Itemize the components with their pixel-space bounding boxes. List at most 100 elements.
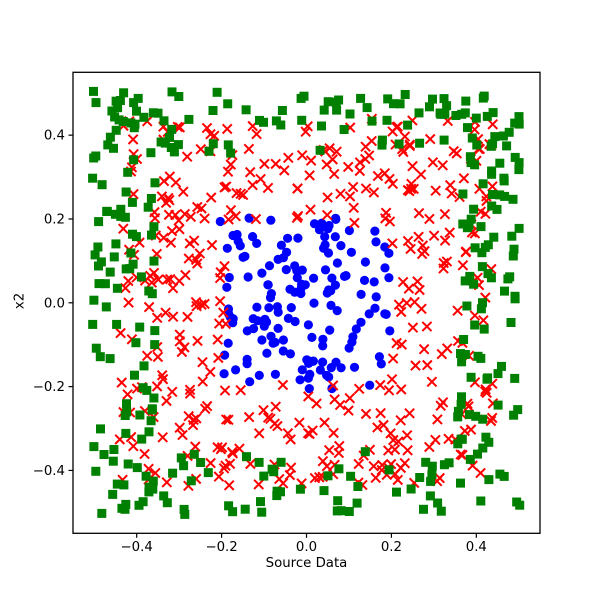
data-point	[387, 352, 399, 365]
data-point	[508, 251, 518, 261]
data-point	[414, 108, 424, 118]
data-point	[122, 407, 132, 417]
data-point	[487, 201, 497, 211]
data-point	[406, 160, 419, 172]
data-point	[117, 503, 127, 513]
data-point	[428, 230, 440, 242]
data-point	[276, 457, 286, 467]
data-point	[352, 498, 362, 508]
data-point	[142, 385, 152, 395]
data-point	[328, 168, 340, 180]
data-point	[495, 190, 505, 200]
data-point	[166, 386, 178, 398]
data-point	[456, 399, 466, 409]
data-point	[458, 189, 468, 199]
x-tick-label: 0.4	[466, 540, 487, 555]
data-point	[196, 356, 209, 368]
data-point	[431, 413, 443, 425]
data-point	[503, 274, 513, 284]
data-point	[459, 335, 469, 344]
data-point	[304, 204, 317, 216]
data-point	[149, 222, 159, 232]
data-point	[499, 176, 509, 186]
data-point	[395, 306, 407, 318]
data-point	[119, 88, 129, 98]
data-point	[463, 123, 472, 133]
data-point	[206, 239, 218, 251]
data-point	[132, 463, 142, 473]
data-point	[466, 372, 476, 382]
data-point	[143, 202, 153, 212]
series-inner-cluster-blue-circles	[215, 213, 395, 394]
data-point	[498, 131, 508, 141]
data-point	[176, 453, 186, 463]
data-point	[377, 140, 387, 150]
data-point	[213, 317, 225, 330]
data-point	[97, 180, 107, 190]
data-point	[222, 243, 232, 253]
data-point	[322, 191, 334, 204]
data-point	[460, 350, 470, 359]
data-point	[89, 295, 99, 305]
data-point	[256, 497, 265, 507]
x-axis-ticks: −0.4 −0.2 0.0 0.2 0.4	[121, 533, 487, 555]
series-middle-ring-red-crosses	[114, 113, 499, 492]
data-point	[253, 316, 263, 326]
data-point	[296, 288, 306, 299]
data-point	[153, 108, 163, 118]
data-point	[263, 280, 273, 290]
data-point	[439, 135, 449, 145]
data-point	[214, 295, 226, 307]
data-point	[243, 143, 255, 155]
data-point	[493, 400, 503, 410]
data-point	[109, 445, 119, 454]
data-point	[319, 486, 329, 496]
y-axis-label: x2	[12, 292, 28, 310]
data-point	[278, 164, 290, 176]
data-point	[94, 217, 104, 227]
data-point	[125, 264, 135, 274]
data-point	[181, 151, 193, 163]
data-point	[264, 261, 275, 271]
data-point	[105, 132, 115, 142]
data-point	[484, 475, 494, 485]
data-point	[331, 97, 341, 107]
data-point	[339, 271, 350, 281]
data-point	[374, 379, 386, 391]
data-point	[471, 411, 481, 421]
data-point	[293, 417, 305, 429]
data-point	[184, 237, 196, 249]
data-point	[223, 479, 235, 491]
data-point	[205, 457, 217, 469]
data-point	[366, 135, 378, 147]
data-point	[141, 350, 153, 362]
data-point	[278, 253, 288, 263]
data-point	[457, 259, 469, 271]
data-point	[228, 314, 238, 324]
data-point	[126, 248, 136, 258]
data-point	[115, 327, 127, 339]
data-point	[253, 427, 265, 439]
data-point	[478, 179, 488, 189]
data-point	[334, 464, 344, 474]
data-point	[177, 186, 189, 198]
data-point	[489, 232, 499, 242]
data-point	[323, 97, 333, 107]
data-point	[466, 158, 476, 168]
data-point	[231, 365, 241, 375]
data-point	[161, 476, 173, 488]
data-point	[96, 257, 106, 267]
data-point	[502, 141, 512, 151]
data-point	[144, 487, 154, 497]
data-point	[228, 507, 238, 517]
data-point	[380, 207, 392, 219]
data-point	[332, 258, 342, 268]
data-point	[146, 194, 156, 203]
data-point	[309, 298, 319, 308]
data-point	[266, 331, 276, 341]
data-point	[386, 237, 398, 249]
data-point	[440, 109, 450, 119]
data-point	[451, 147, 463, 159]
data-point	[460, 245, 472, 258]
